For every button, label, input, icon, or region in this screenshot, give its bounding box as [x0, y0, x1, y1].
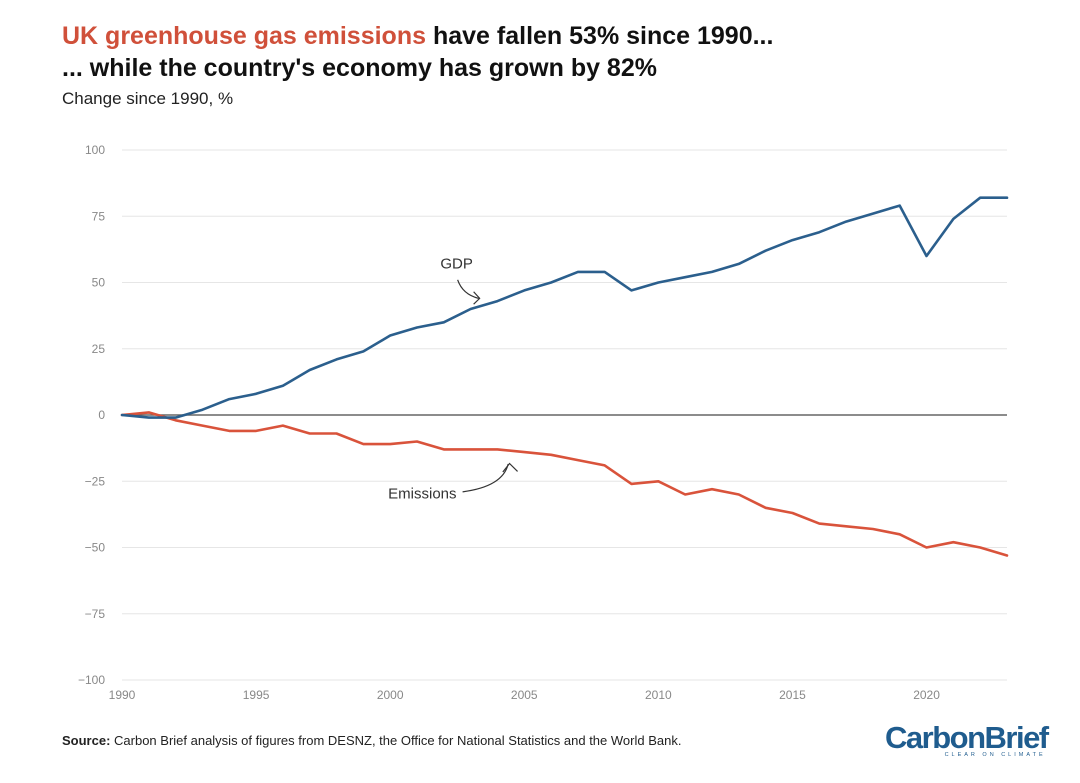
gdp-arrow-head — [473, 291, 481, 305]
y-tick-label: −100 — [78, 673, 105, 687]
y-tick-label: −75 — [85, 607, 106, 621]
title-line-2: ... while the country's economy has grow… — [62, 54, 657, 82]
title-highlight: UK greenhouse gas emissions — [62, 22, 427, 50]
gdp-annotation: GDP — [440, 256, 473, 273]
annotations: GDP Emissions — [388, 256, 518, 502]
source-note: Source: Carbon Brief analysis of figures… — [62, 733, 681, 748]
emissions-annotation-arrow — [462, 463, 509, 493]
source-text: Carbon Brief analysis of figures from DE… — [110, 733, 682, 748]
x-tick-label: 2005 — [511, 688, 538, 702]
series-line-emissions — [120, 411, 1009, 557]
y-tick-label: 25 — [92, 342, 106, 356]
chart-title: UK greenhouse gas emissions have fallen … — [62, 20, 773, 84]
x-axis-ticks: 1990 1995 2000 2005 2010 2015 2020 — [109, 688, 941, 702]
logo-wordmark: CarbonBrief — [885, 720, 1049, 755]
y-tick-label: 100 — [85, 143, 105, 157]
x-tick-label: 2015 — [779, 688, 806, 702]
title-rest: have fallen 53% since 1990... — [426, 22, 774, 50]
x-tick-label: 2000 — [377, 688, 404, 702]
y-tick-label: 75 — [92, 209, 106, 223]
y-tick-label: 50 — [92, 276, 106, 290]
grid-layer — [122, 149, 1007, 681]
x-tick-label: 2010 — [645, 688, 672, 702]
emissions-arrow-head — [502, 462, 518, 473]
series-layer — [120, 196, 1009, 557]
emissions-annotation: Emissions — [388, 485, 456, 502]
x-tick-label: 1990 — [109, 688, 136, 702]
source-label: Source: — [62, 733, 111, 748]
y-tick-label: −25 — [85, 474, 106, 488]
x-tick-label: 1995 — [243, 688, 270, 702]
y-tick-label: −50 — [85, 541, 106, 555]
carbonbrief-logo: CarbonBrief CLEAR ON CLIMATE — [885, 720, 1049, 759]
title-line-1: UK greenhouse gas emissions have fallen … — [62, 20, 773, 52]
series-line-gdp — [120, 196, 1009, 419]
y-tick-label: 0 — [98, 408, 105, 422]
chart-subtitle: Change since 1990, % — [62, 89, 234, 108]
gdp-annotation-arrow — [457, 279, 479, 299]
y-axis-ticks: 100 75 50 25 0 −25 −50 −75 −100 — [78, 143, 105, 687]
x-tick-label: 2020 — [913, 688, 940, 702]
logo-tagline: CLEAR ON CLIMATE — [944, 752, 1046, 758]
